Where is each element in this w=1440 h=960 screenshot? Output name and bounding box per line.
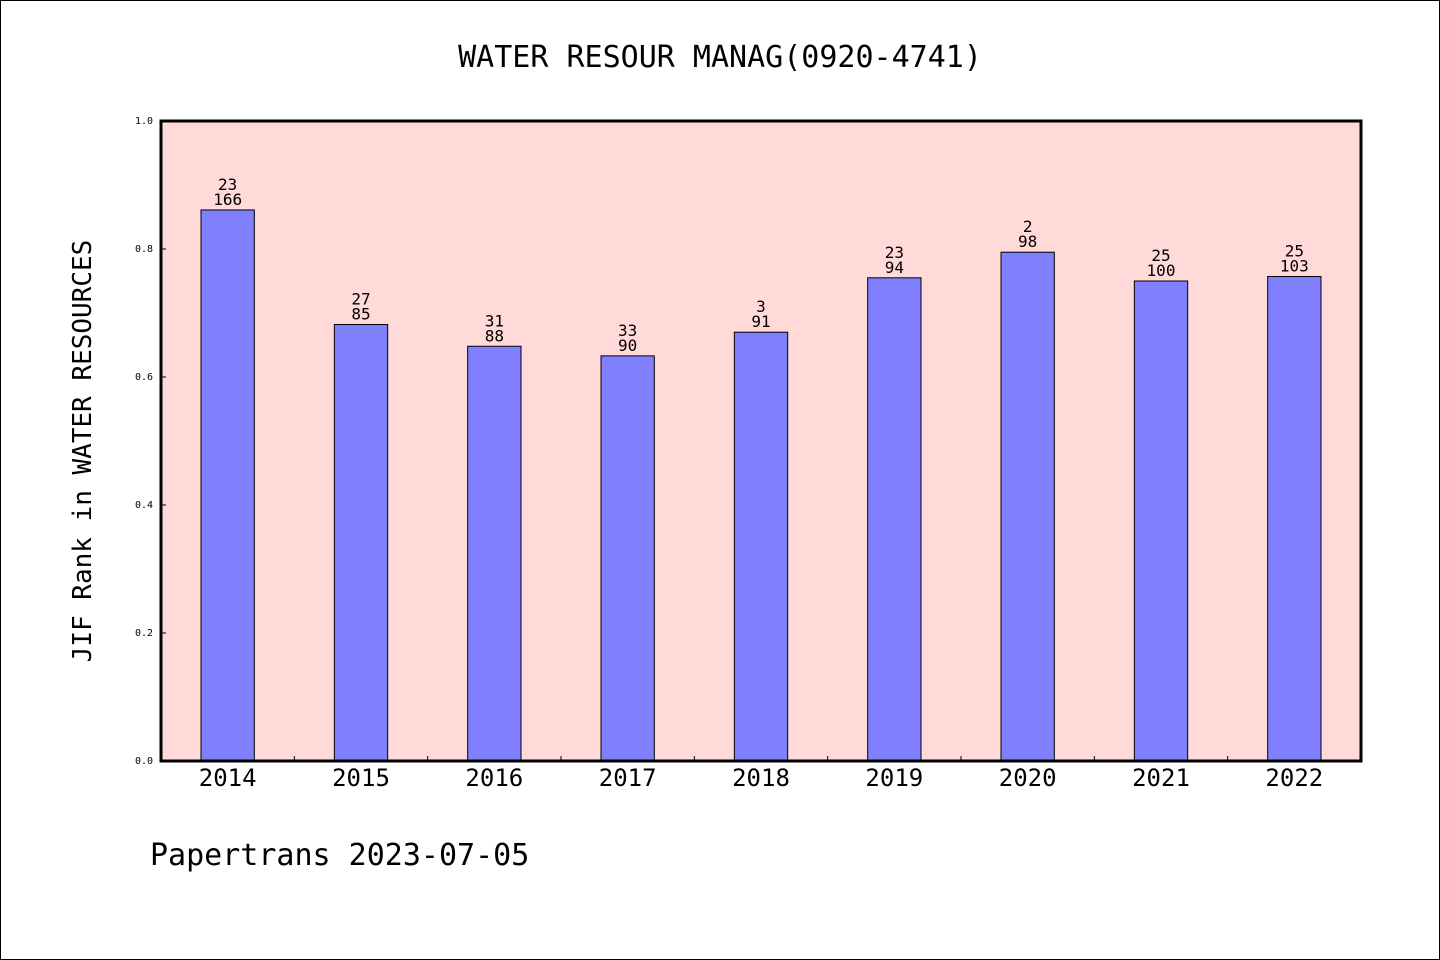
y-tick-label: 1.0 <box>135 116 153 127</box>
bar-total-label: 91 <box>751 312 770 331</box>
y-tick-label: 0.2 <box>135 628 153 639</box>
bar-rank-label: 23 <box>885 243 904 262</box>
bar-rank-label: 27 <box>351 290 370 309</box>
bar-total-label: 85 <box>351 305 370 324</box>
bar-rank-label: 25 <box>1285 242 1304 261</box>
x-tick-label: 2016 <box>465 764 523 792</box>
x-axis: 2014 2015 2016 2017 2018 2019 2020 2021 2022 <box>199 756 1323 792</box>
bar-2021 <box>1133 280 1189 762</box>
bar-total-label: 103 <box>1280 257 1309 276</box>
bar-rank-label: 33 <box>618 321 637 340</box>
x-tick-label: 2020 <box>999 764 1057 792</box>
bar-2015 <box>333 324 389 762</box>
footer-text: Papertrans 2023-07-05 <box>150 838 529 873</box>
bar-2020 <box>1000 251 1055 762</box>
bar-total-label: 166 <box>213 190 242 209</box>
plot-border <box>159 119 1363 763</box>
bar-rank-label: 3 <box>756 297 766 316</box>
bar-total-label: 100 <box>1147 261 1176 280</box>
bar-rank-label: 31 <box>485 311 504 330</box>
bar-2014 <box>200 209 255 762</box>
y-tick-label: 0.0 <box>135 756 153 767</box>
y-tick-label: 0.6 <box>135 372 153 383</box>
x-tick-label: 2014 <box>199 764 257 792</box>
x-tick-label: 2017 <box>599 764 657 792</box>
bar-total-label: 98 <box>1018 232 1037 251</box>
bar-total-label: 90 <box>618 336 637 355</box>
x-tick-label: 2022 <box>1265 764 1323 792</box>
bars-group <box>200 209 1322 762</box>
bar-2019 <box>867 277 922 762</box>
bar-rank-label: 2 <box>1023 217 1033 236</box>
y-tick-label: 0.8 <box>135 244 153 255</box>
bar-total-label: 94 <box>885 258 904 277</box>
bar-2017 <box>600 355 655 762</box>
x-tick-label: 2015 <box>332 764 390 792</box>
chart-title: WATER RESOUR MANAG(0920-4741) <box>458 40 982 75</box>
x-tick-label: 2019 <box>865 764 923 792</box>
bar-total-label: 88 <box>485 326 504 345</box>
y-axis-label: JIF Rank in WATER RESOURCES <box>68 240 98 663</box>
bar-rank-label: 25 <box>1151 246 1170 265</box>
bar-2016 <box>467 345 522 762</box>
y-tick-label: 0.4 <box>135 500 153 511</box>
bar-rank-label: 23 <box>218 175 237 194</box>
bar-2018 <box>733 331 789 762</box>
x-tick-label: 2021 <box>1132 764 1190 792</box>
x-tick-label: 2018 <box>732 764 790 792</box>
bar-2022 <box>1267 276 1322 762</box>
